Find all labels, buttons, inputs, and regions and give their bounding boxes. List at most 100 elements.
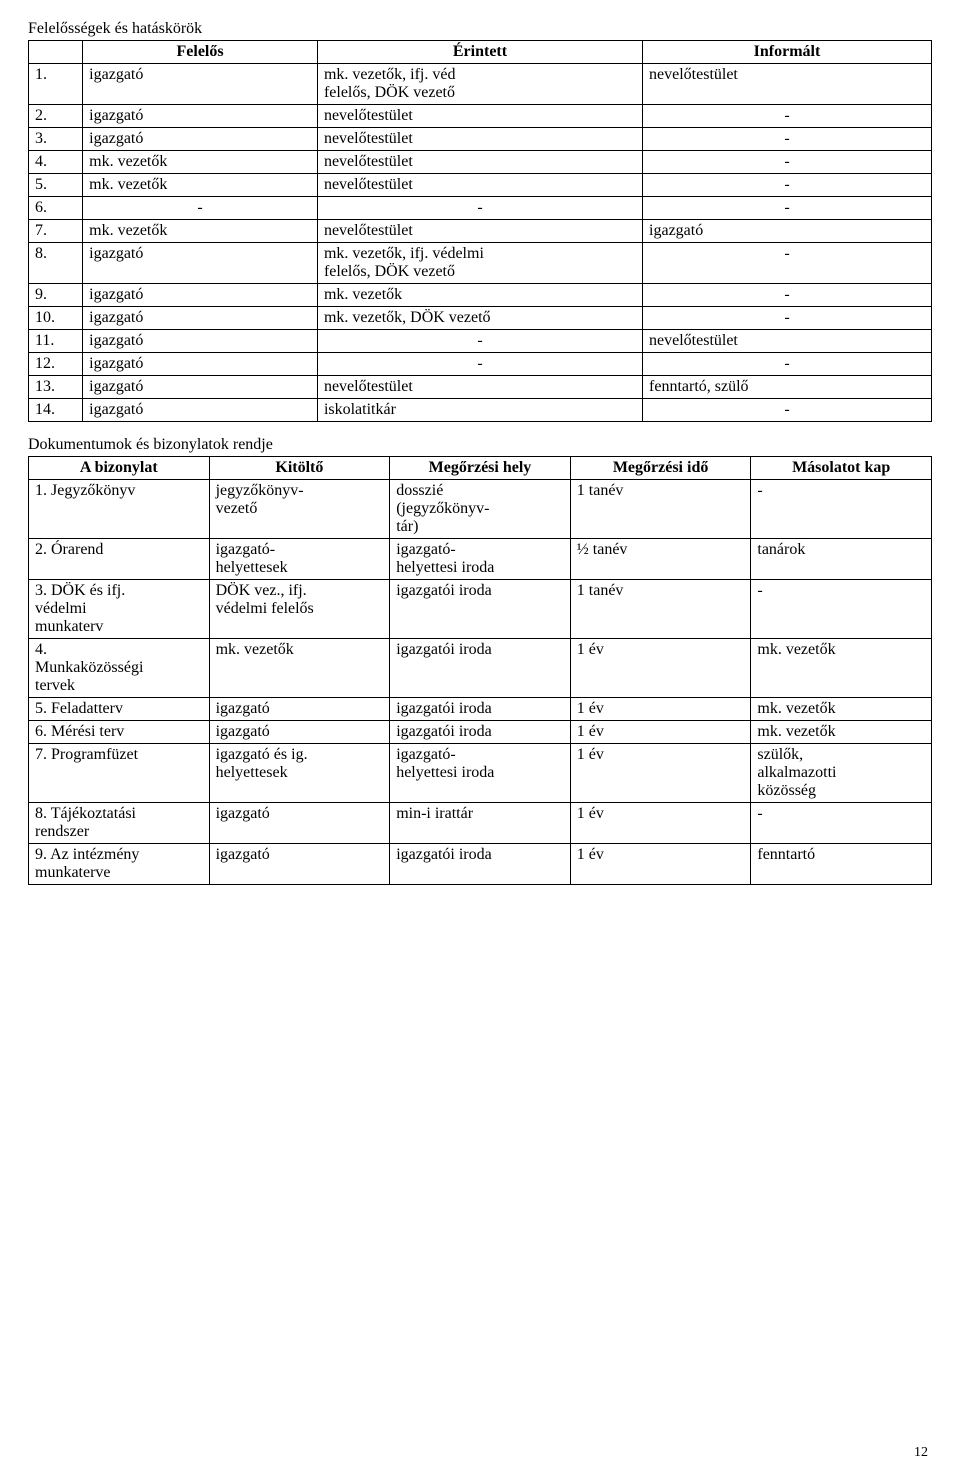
table-cell: igazgatói iroda: [390, 639, 571, 698]
table-cell: nevelőtestület: [317, 220, 642, 243]
table-cell: igazgató: [209, 721, 390, 744]
table-cell: igazgatói iroda: [390, 844, 571, 885]
table-cell: fenntartó: [751, 844, 932, 885]
table-cell: 11.: [29, 330, 83, 353]
table-cell: -: [643, 243, 932, 284]
table-cell: 2.: [29, 105, 83, 128]
table-cell: fenntartó, szülő: [643, 376, 932, 399]
table-cell: 6.: [29, 197, 83, 220]
table-row: 2.igazgatónevelőtestület-: [29, 105, 932, 128]
section1-title: Felelősségek és hatáskörök: [28, 20, 932, 38]
table2-header-row: A bizonylat Kitöltő Megőrzési hely Megőr…: [29, 457, 932, 480]
t2-h0: A bizonylat: [29, 457, 210, 480]
table-cell: igazgató: [209, 803, 390, 844]
table-cell: 1 év: [570, 698, 751, 721]
t1-h0: [29, 41, 83, 64]
table-cell: -: [643, 399, 932, 422]
table-cell: igazgató: [83, 284, 318, 307]
table-cell: -: [643, 151, 932, 174]
table-cell: jegyzőkönyv-vezető: [209, 480, 390, 539]
table-cell: -: [751, 480, 932, 539]
table-cell: mk. vezetők: [83, 174, 318, 197]
table-cell: nevelőtestület: [643, 330, 932, 353]
t2-h1: Kitöltő: [209, 457, 390, 480]
table-cell: igazgató: [83, 307, 318, 330]
table-cell: nevelőtestület: [317, 174, 642, 197]
table-cell: 8. Tájékoztatásirendszer: [29, 803, 210, 844]
table-row: 5. Feladattervigazgatóigazgatói iroda1 é…: [29, 698, 932, 721]
table-row: 1. Jegyzőkönyvjegyzőkönyv-vezetődosszié(…: [29, 480, 932, 539]
table-cell: 1. Jegyzőkönyv: [29, 480, 210, 539]
table-cell: -: [751, 803, 932, 844]
table-cell: 3.: [29, 128, 83, 151]
table-cell: 4.: [29, 151, 83, 174]
table-row: 11.igazgató-nevelőtestület: [29, 330, 932, 353]
table-row: 13.igazgatónevelőtestületfenntartó, szül…: [29, 376, 932, 399]
table-row: 12.igazgató--: [29, 353, 932, 376]
table-cell: -: [317, 353, 642, 376]
table-cell: mk. vezetők: [751, 721, 932, 744]
table-cell: dosszié(jegyzőkönyv-tár): [390, 480, 571, 539]
table-row: 8.igazgatómk. vezetők, ifj. védelmifelel…: [29, 243, 932, 284]
table-cell: 1 év: [570, 721, 751, 744]
table-cell: 1.: [29, 64, 83, 105]
table-cell: igazgató: [83, 353, 318, 376]
t2-h3: Megőrzési idő: [570, 457, 751, 480]
table-cell: mk. vezetők: [209, 639, 390, 698]
table-cell: min-i irattár: [390, 803, 571, 844]
table-cell: -: [643, 128, 932, 151]
table-row: 3. DÖK és ifj.védelmimunkatervDÖK vez., …: [29, 580, 932, 639]
t2-h2: Megőrzési hely: [390, 457, 571, 480]
table-cell: 1 év: [570, 844, 751, 885]
table-cell: 1 év: [570, 639, 751, 698]
table1-header-row: Felelős Érintett Informált: [29, 41, 932, 64]
table-cell: 1 tanév: [570, 480, 751, 539]
table-cell: 6. Mérési terv: [29, 721, 210, 744]
table-cell: igazgató-helyettesi iroda: [390, 744, 571, 803]
table-cell: DÖK vez., ifj.védelmi felelős: [209, 580, 390, 639]
table-cell: 3. DÖK és ifj.védelmimunkaterv: [29, 580, 210, 639]
table-cell: 1 év: [570, 803, 751, 844]
table-cell: -: [751, 580, 932, 639]
table-cell: 1 tanév: [570, 580, 751, 639]
table-cell: igazgató: [83, 128, 318, 151]
table-cell: -: [317, 330, 642, 353]
t1-h2: Érintett: [317, 41, 642, 64]
table-cell: -: [643, 174, 932, 197]
table-cell: igazgató: [643, 220, 932, 243]
table-row: 3.igazgatónevelőtestület-: [29, 128, 932, 151]
table-cell: -: [643, 284, 932, 307]
table-cell: igazgató: [83, 64, 318, 105]
table-cell: ½ tanév: [570, 539, 751, 580]
t2-h4: Másolatot kap: [751, 457, 932, 480]
table-cell: -: [83, 197, 318, 220]
table-cell: -: [643, 105, 932, 128]
table-cell: igazgató: [83, 376, 318, 399]
table-cell: nevelőtestület: [317, 376, 642, 399]
table-cell: mk. vezetők: [83, 151, 318, 174]
table-cell: mk. vezetők: [751, 639, 932, 698]
table-cell: mk. vezetők: [83, 220, 318, 243]
table-cell: nevelőtestület: [317, 151, 642, 174]
table-cell: igazgató-helyettesi iroda: [390, 539, 571, 580]
table-cell: igazgató: [209, 698, 390, 721]
table-cell: nevelőtestület: [317, 105, 642, 128]
table-row: 2. Órarendigazgató-helyettesekigazgató-h…: [29, 539, 932, 580]
table-row: 10.igazgatómk. vezetők, DÖK vezető-: [29, 307, 932, 330]
table-cell: 12.: [29, 353, 83, 376]
table-row: 5.mk. vezetőknevelőtestület-: [29, 174, 932, 197]
table-cell: 10.: [29, 307, 83, 330]
table-cell: igazgató: [83, 399, 318, 422]
table-cell: nevelőtestület: [643, 64, 932, 105]
t1-h1: Felelős: [83, 41, 318, 64]
table-cell: -: [643, 307, 932, 330]
table-cell: 5. Feladatterv: [29, 698, 210, 721]
table-row: 7. Programfüzetigazgató és ig.helyettese…: [29, 744, 932, 803]
table-row: 4.mk. vezetőknevelőtestület-: [29, 151, 932, 174]
table-cell: igazgatói iroda: [390, 721, 571, 744]
table-cell: -: [317, 197, 642, 220]
section2-title: Dokumentumok és bizonylatok rendje: [28, 436, 932, 454]
table-cell: 9.: [29, 284, 83, 307]
table-cell: igazgatói iroda: [390, 698, 571, 721]
table-cell: igazgatói iroda: [390, 580, 571, 639]
